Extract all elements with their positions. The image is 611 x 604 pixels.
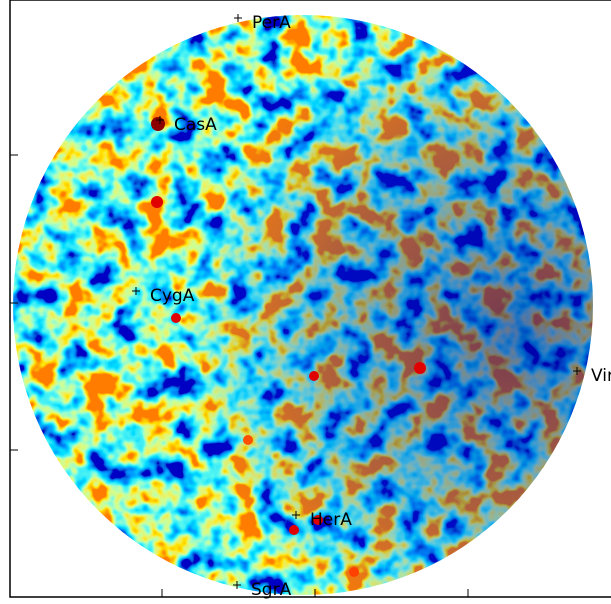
source-label: CygA: [150, 286, 195, 306]
source-label: Vir: [591, 366, 611, 386]
sky-map: PerA CasA CygA Vir HerA SgrA: [0, 0, 611, 600]
source-label: PerA: [252, 13, 291, 33]
source-label: HerA: [310, 510, 352, 530]
source-label: SgrA: [251, 580, 292, 600]
page: PerACasACygAVirHerASgrA (() => { const d…: [0, 0, 611, 600]
sky-image: [0, 0, 611, 600]
source-label: CasA: [174, 115, 217, 135]
source-marker: [234, 14, 242, 22]
